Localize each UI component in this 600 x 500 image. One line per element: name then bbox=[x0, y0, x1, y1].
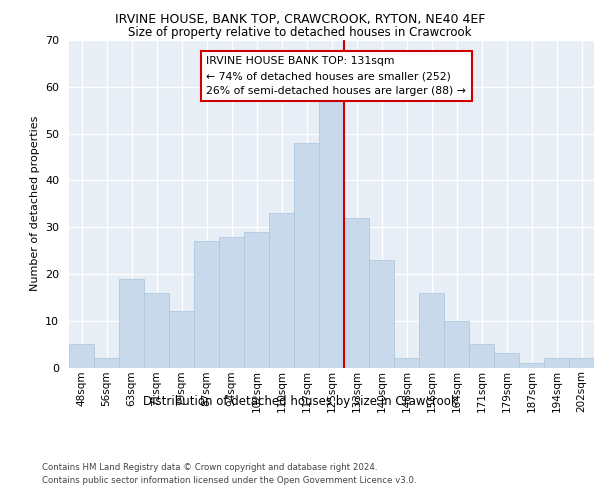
Text: IRVINE HOUSE BANK TOP: 131sqm
← 74% of detached houses are smaller (252)
26% of : IRVINE HOUSE BANK TOP: 131sqm ← 74% of d… bbox=[206, 56, 466, 96]
Bar bbox=[69, 344, 94, 368]
Text: Size of property relative to detached houses in Crawcrook: Size of property relative to detached ho… bbox=[128, 26, 472, 39]
Bar bbox=[144, 292, 169, 368]
Bar bbox=[94, 358, 119, 368]
Bar bbox=[519, 363, 544, 368]
Bar bbox=[544, 358, 569, 368]
Bar bbox=[494, 354, 519, 368]
Text: Contains HM Land Registry data © Crown copyright and database right 2024.: Contains HM Land Registry data © Crown c… bbox=[42, 462, 377, 471]
Bar bbox=[469, 344, 494, 368]
Bar bbox=[244, 232, 269, 368]
Text: Distribution of detached houses by size in Crawcrook: Distribution of detached houses by size … bbox=[143, 395, 457, 408]
Bar bbox=[344, 218, 369, 368]
Text: IRVINE HOUSE, BANK TOP, CRAWCROOK, RYTON, NE40 4EF: IRVINE HOUSE, BANK TOP, CRAWCROOK, RYTON… bbox=[115, 12, 485, 26]
Bar bbox=[444, 320, 469, 368]
Bar bbox=[169, 312, 194, 368]
Bar bbox=[394, 358, 419, 368]
Bar bbox=[194, 241, 219, 368]
Bar bbox=[319, 101, 344, 367]
Bar bbox=[119, 278, 144, 368]
Y-axis label: Number of detached properties: Number of detached properties bbox=[29, 116, 40, 292]
Bar bbox=[419, 292, 444, 368]
Bar bbox=[569, 358, 594, 368]
Bar bbox=[269, 213, 294, 368]
Bar bbox=[369, 260, 394, 368]
Bar bbox=[219, 236, 244, 368]
Bar bbox=[294, 143, 319, 368]
Text: Contains public sector information licensed under the Open Government Licence v3: Contains public sector information licen… bbox=[42, 476, 416, 485]
